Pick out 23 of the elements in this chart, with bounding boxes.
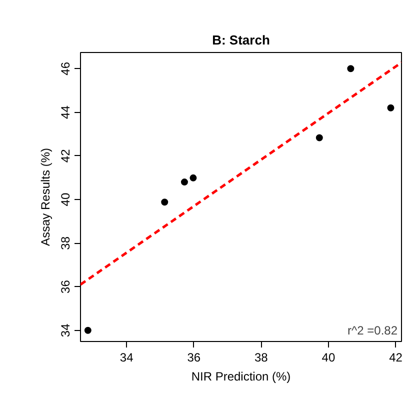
point	[316, 134, 323, 142]
point	[161, 198, 168, 206]
y-tick-label: 34	[58, 323, 72, 338]
y-tick-label: 46	[58, 62, 72, 76]
y-tick-label: 38	[58, 236, 72, 250]
point	[347, 65, 354, 72]
x-tick-label: 34	[120, 350, 134, 364]
point	[84, 326, 92, 334]
point	[180, 178, 188, 186]
y-tick-label: 40	[58, 192, 72, 206]
y-tick-label: 36	[58, 280, 72, 294]
y-axis-title: Assay Results (%)	[38, 148, 52, 246]
y-tick-label: 44	[58, 105, 72, 119]
chart-title: B: Starch	[212, 32, 270, 48]
x-tick-label: 38	[254, 350, 268, 364]
y-tick-label: 42	[58, 148, 72, 163]
point	[190, 174, 197, 182]
x-tick-label: 40	[322, 350, 336, 364]
x-tick-label: 42	[389, 350, 403, 364]
point	[387, 104, 394, 112]
x-axis-title: NIR Prediction (%)	[191, 370, 291, 384]
annotation: r^2 =0.82	[348, 324, 398, 338]
x-tick-label: 36	[187, 350, 201, 364]
